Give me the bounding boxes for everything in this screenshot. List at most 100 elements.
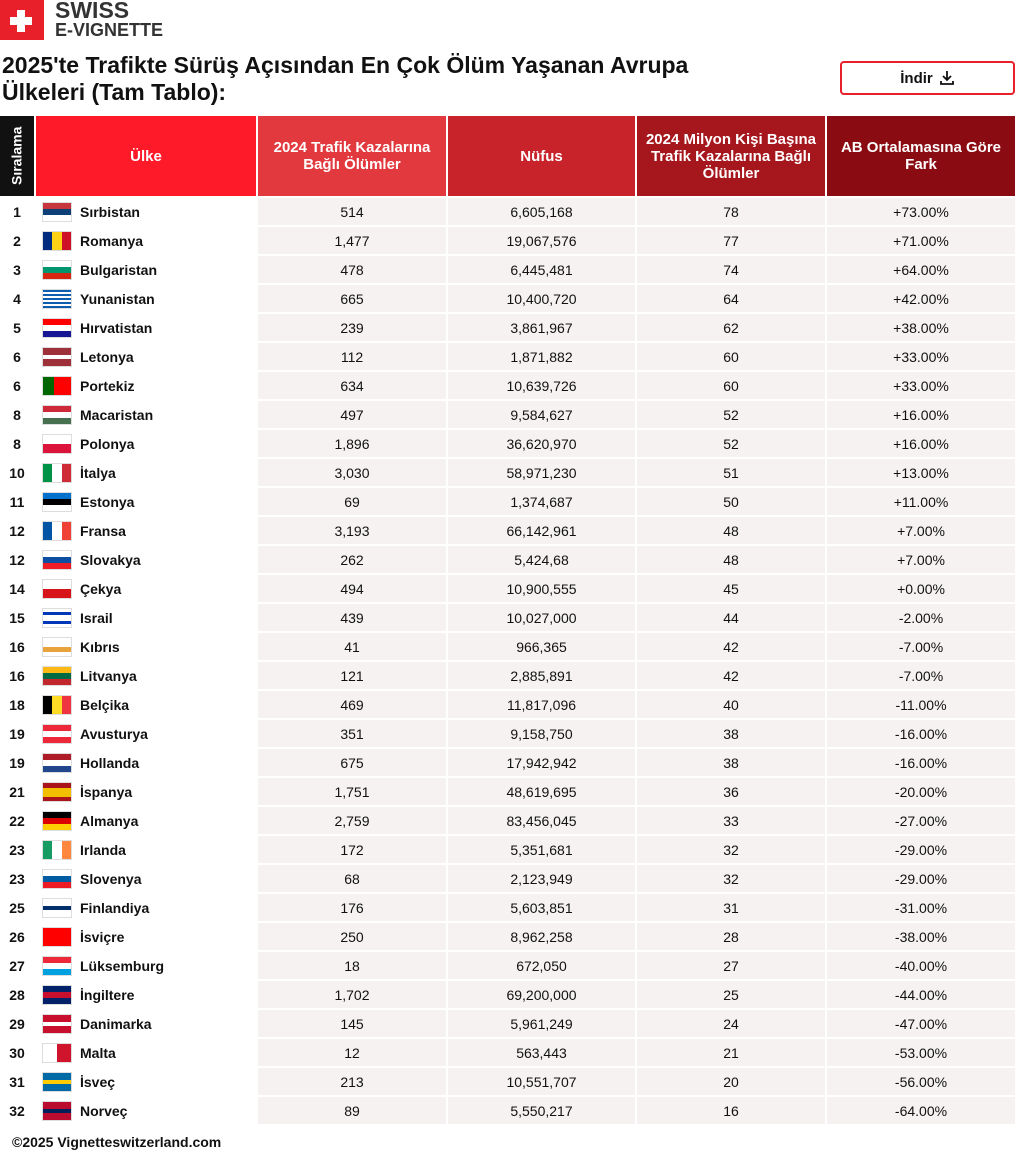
country-cell: Norveç xyxy=(80,1102,128,1119)
rank-cell: 14 xyxy=(9,580,25,597)
data-cell: 77 xyxy=(637,227,825,254)
data-cell: -29.00% xyxy=(827,836,1015,863)
rank-cell: 12 xyxy=(9,551,25,568)
footer: ©2025 Vignetteswitzerland.com xyxy=(12,1134,222,1150)
header-cell: Nüfus xyxy=(448,116,635,196)
flag xyxy=(42,1014,72,1034)
rank-cell: 22 xyxy=(9,812,25,829)
data-cell: 19,067,576 xyxy=(448,227,635,254)
rank-cell: 23 xyxy=(9,841,25,858)
flag xyxy=(42,608,72,628)
data-cell: 89 xyxy=(258,1097,446,1124)
data-cell: 50 xyxy=(637,488,825,515)
data-cell: +64.00% xyxy=(827,256,1015,283)
data-cell: -2.00% xyxy=(827,604,1015,631)
data-cell: 250 xyxy=(258,923,446,950)
data-cell: 52 xyxy=(637,430,825,457)
data-cell: 24 xyxy=(637,1010,825,1037)
data-cell: 665 xyxy=(258,285,446,312)
country-cell: Avusturya xyxy=(80,725,148,742)
data-cell: 8,962,258 xyxy=(448,923,635,950)
data-cell: 176 xyxy=(258,894,446,921)
data-cell: 20 xyxy=(637,1068,825,1095)
rank-cell: 8 xyxy=(13,406,21,423)
logo-icon xyxy=(0,0,44,40)
rank-cell: 6 xyxy=(13,377,21,394)
data-cell: 69,200,000 xyxy=(448,981,635,1008)
rank-cell: 26 xyxy=(9,928,25,945)
country-cell: Estonya xyxy=(80,493,135,510)
data-cell: 5,550,217 xyxy=(448,1097,635,1124)
title: 2025'te Trafikte Sürüş Açısından En Çok … xyxy=(2,52,689,105)
data-cell: 64 xyxy=(637,285,825,312)
download-button[interactable]: İndir xyxy=(840,61,1015,95)
data-cell: 12 xyxy=(258,1039,446,1066)
data-cell: 6,445,481 xyxy=(448,256,635,283)
data-cell: -64.00% xyxy=(827,1097,1015,1124)
data-cell: 41 xyxy=(258,633,446,660)
data-cell: +11.00% xyxy=(827,488,1015,515)
rank-cell: 21 xyxy=(9,783,25,800)
flag xyxy=(42,869,72,889)
country-cell: Slovenya xyxy=(80,870,142,887)
data-cell: 78 xyxy=(637,198,825,225)
data-cell: 172 xyxy=(258,836,446,863)
data-cell: -53.00% xyxy=(827,1039,1015,1066)
rank-cell: 10 xyxy=(9,464,25,481)
data-cell: 32 xyxy=(637,836,825,863)
data-cell: -29.00% xyxy=(827,865,1015,892)
logo-top: SWISS xyxy=(55,0,130,23)
flag xyxy=(42,985,72,1005)
data-cell: -7.00% xyxy=(827,662,1015,689)
country-cell: Finlandiya xyxy=(80,899,150,916)
flag xyxy=(42,695,72,715)
data-cell: 25 xyxy=(637,981,825,1008)
data-cell: 36,620,970 xyxy=(448,430,635,457)
rank-cell: 28 xyxy=(9,986,25,1003)
country-cell: Portekiz xyxy=(80,377,135,394)
flag xyxy=(42,550,72,570)
data-cell: 634 xyxy=(258,372,446,399)
rank-cell: 32 xyxy=(9,1102,25,1119)
data-cell: 36 xyxy=(637,778,825,805)
rank-cell: 4 xyxy=(13,290,21,307)
data-cell: 74 xyxy=(637,256,825,283)
flag xyxy=(42,1101,72,1121)
flag xyxy=(42,521,72,541)
rank-cell: 11 xyxy=(9,493,25,510)
flag xyxy=(42,1043,72,1063)
data-cell: 48 xyxy=(637,517,825,544)
country-cell: Irlanda xyxy=(80,841,126,858)
flag xyxy=(42,666,72,686)
data-cell: 38 xyxy=(637,720,825,747)
button-label: İndir xyxy=(900,69,933,87)
data-cell: 469 xyxy=(258,691,446,718)
data-cell: -16.00% xyxy=(827,749,1015,776)
header-cell: Ülke xyxy=(36,116,256,196)
data-cell: +33.00% xyxy=(827,343,1015,370)
data-cell: -44.00% xyxy=(827,981,1015,1008)
rank-cell: 25 xyxy=(9,899,25,916)
country-cell: Sırbistan xyxy=(80,203,140,220)
country-cell: Yunanistan xyxy=(80,290,155,307)
flag xyxy=(42,579,72,599)
flag xyxy=(42,724,72,744)
data-cell: 9,584,627 xyxy=(448,401,635,428)
data-cell: 27 xyxy=(637,952,825,979)
data-cell: +0.00% xyxy=(827,575,1015,602)
data-cell: 40 xyxy=(637,691,825,718)
country-cell: İsveç xyxy=(80,1073,116,1090)
data-cell: 38 xyxy=(637,749,825,776)
download-icon xyxy=(939,71,954,85)
country-cell: İsviçre xyxy=(80,928,125,945)
data-cell: 33 xyxy=(637,807,825,834)
data-cell: +73.00% xyxy=(827,198,1015,225)
rank-cell: 1 xyxy=(13,203,21,220)
data-cell: 5,961,249 xyxy=(448,1010,635,1037)
data-cell: 2,123,949 xyxy=(448,865,635,892)
data-cell: 1,702 xyxy=(258,981,446,1008)
data-cell: 1,871,882 xyxy=(448,343,635,370)
country-cell: İspanya xyxy=(80,783,133,800)
data-cell: 60 xyxy=(637,343,825,370)
